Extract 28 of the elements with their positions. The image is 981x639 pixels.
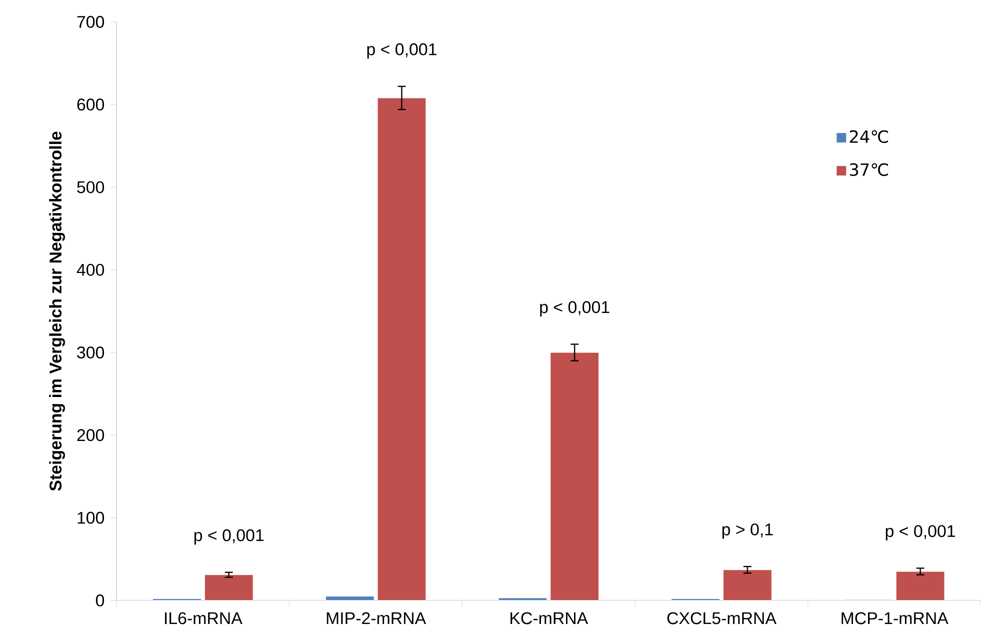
x-tick-label: CXCL5-mRNA (667, 612, 776, 624)
bar (896, 571, 945, 601)
bar (550, 352, 600, 601)
y-tick-label: 400 (76, 264, 104, 276)
annotation: p < 0,001 (367, 43, 436, 58)
y-tick-label: 500 (77, 181, 104, 194)
bar (204, 574, 254, 601)
y-tick-label: 0 (96, 594, 104, 606)
bar (722, 569, 772, 601)
legend-label: 37℃ (850, 163, 888, 176)
x-tick-label: IL6-mRNA (164, 612, 242, 624)
annotation: p < 0,001 (886, 524, 955, 540)
x-tick-label: MIP-2-mRNA (326, 612, 426, 624)
bar (498, 598, 548, 601)
x-tick-label: MCP-1-mRNA (842, 612, 948, 624)
x-tick-label: KC-mRNA (510, 612, 588, 624)
annotation: p < 0,001 (540, 301, 610, 316)
bar (325, 596, 374, 601)
legend-label: 24℃ (850, 130, 888, 143)
y-tick-label: 700 (77, 16, 104, 28)
y-axis-title: Steigerung im Vergleich zur Negativkontrolle (49, 131, 65, 491)
annotation: p > 0,1 (722, 523, 773, 539)
y-tick-label: 100 (78, 512, 104, 524)
y-tick-label: 200 (77, 429, 104, 441)
y-tick-label: 300 (77, 346, 104, 358)
bar (377, 98, 426, 601)
y-tick-label: 600 (77, 98, 104, 110)
annotation: p < 0,001 (194, 529, 264, 544)
